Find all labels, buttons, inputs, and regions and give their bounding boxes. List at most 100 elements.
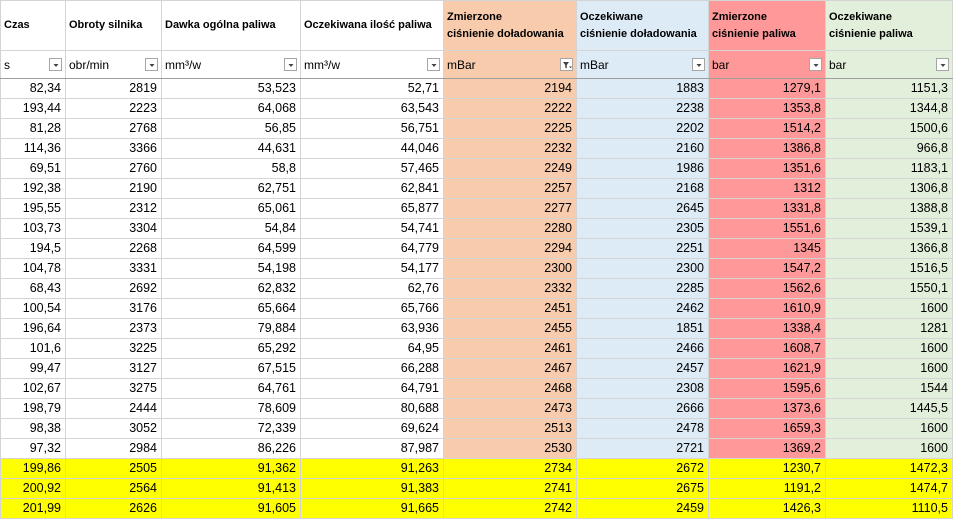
cell: 3052	[65, 418, 162, 439]
data-row: 101,6 3225 65,292 64,95 2461 2466 1608,7 1600	[0, 338, 953, 359]
cell: 69,624	[300, 418, 444, 439]
data-row: 97,32 2984 86,226 87,987 2530 2721 1369,2 1600	[0, 438, 953, 459]
cell: 1883	[576, 78, 709, 99]
cell: 104,78	[0, 258, 66, 279]
column-unit: obr/min	[65, 50, 162, 79]
cell: 2249	[443, 158, 577, 179]
cell: 54,177	[300, 258, 444, 279]
cell: 2721	[576, 438, 709, 459]
cell: 69,51	[0, 158, 66, 179]
cell: 2232	[443, 138, 577, 159]
cell: 1344,8	[825, 98, 953, 119]
cell: 102,67	[0, 378, 66, 399]
cell: 2461	[443, 338, 577, 359]
cell: 1516,5	[825, 258, 953, 279]
cell: 80,688	[300, 398, 444, 419]
cell: 78,609	[161, 398, 301, 419]
cell: 2190	[65, 178, 162, 199]
cell: 2760	[65, 158, 162, 179]
cell: 87,987	[300, 438, 444, 459]
data-row: 200,92 2564 91,413 91,383 2741 2675 1191,2 1474…	[0, 478, 953, 499]
cell: 91,383	[300, 478, 444, 499]
data-row: 199,86 2505 91,362 91,263 2734 2672 1230,7 1472…	[0, 458, 953, 479]
cell: 2675	[576, 478, 709, 499]
data-row: 82,34 2819 53,523 52,71 2194 1883 1279,1 1151,3	[0, 78, 953, 99]
cell: 2312	[65, 198, 162, 219]
cell: 1547,2	[708, 258, 826, 279]
cell: 193,44	[0, 98, 66, 119]
cell: 1351,6	[708, 158, 826, 179]
cell: 2305	[576, 218, 709, 239]
cell: 1610,9	[708, 298, 826, 319]
cell: 1472,3	[825, 458, 953, 479]
unit-label: mm³/w	[304, 57, 340, 72]
cell: 2194	[443, 78, 577, 99]
cell: 62,76	[300, 278, 444, 299]
cell: 2466	[576, 338, 709, 359]
cell: 2225	[443, 118, 577, 139]
cell: 1600	[825, 298, 953, 319]
column-unit: mBar	[576, 50, 709, 79]
cell: 91,362	[161, 458, 301, 479]
cell: 1388,8	[825, 198, 953, 219]
cell: 1369,2	[708, 438, 826, 459]
data-row: 103,73 3304 54,84 54,741 2280 2305 1551,6 1539,…	[0, 218, 953, 239]
cell: 1445,5	[825, 398, 953, 419]
cell: 194,5	[0, 238, 66, 259]
dropdown-arrow	[288, 64, 294, 67]
data-row: 98,38 3052 72,339 69,624 2513 2478 1659,3 1600	[0, 418, 953, 439]
unit-label: bar	[829, 57, 847, 72]
cell: 64,95	[300, 338, 444, 359]
cell: 114,36	[0, 138, 66, 159]
filter-button[interactable]	[145, 58, 158, 71]
cell: 1331,8	[708, 198, 826, 219]
cell: 79,884	[161, 318, 301, 339]
dropdown-arrow	[431, 64, 437, 67]
cell: 64,068	[161, 98, 301, 119]
cell: 91,605	[161, 498, 301, 519]
cell: 3176	[65, 298, 162, 319]
cell: 67,515	[161, 358, 301, 379]
cell: 68,43	[0, 278, 66, 299]
cell: 3331	[65, 258, 162, 279]
cell: 1595,6	[708, 378, 826, 399]
cell: 2742	[443, 498, 577, 519]
cell: 2308	[576, 378, 709, 399]
cell: 2455	[443, 318, 577, 339]
cell: 64,761	[161, 378, 301, 399]
cell: 2505	[65, 458, 162, 479]
cell: 2251	[576, 238, 709, 259]
filter-button[interactable]	[560, 58, 573, 71]
cell: 62,841	[300, 178, 444, 199]
cell: 1366,8	[825, 238, 953, 259]
filter-button[interactable]	[49, 58, 62, 71]
column-header: Zmierzone ciśnienie paliwa	[708, 0, 826, 51]
cell: 1600	[825, 338, 953, 359]
column-unit: mm³/w	[300, 50, 444, 79]
unit-label: mBar	[580, 57, 609, 72]
cell: 2478	[576, 418, 709, 439]
filter-button[interactable]	[809, 58, 822, 71]
column-header: Dawka ogólna paliwa	[161, 0, 301, 51]
cell: 56,751	[300, 118, 444, 139]
cell: 54,84	[161, 218, 301, 239]
cell: 1345	[708, 238, 826, 259]
filter-button[interactable]	[936, 58, 949, 71]
filter-button[interactable]	[284, 58, 297, 71]
filter-button[interactable]	[692, 58, 705, 71]
cell: 3366	[65, 138, 162, 159]
filter-button[interactable]	[427, 58, 440, 71]
cell: 1338,4	[708, 318, 826, 339]
cell: 2285	[576, 278, 709, 299]
cell: 2467	[443, 358, 577, 379]
unit-label: obr/min	[69, 57, 110, 72]
cell: 2300	[576, 258, 709, 279]
cell: 2672	[576, 458, 709, 479]
cell: 195,55	[0, 198, 66, 219]
cell: 196,64	[0, 318, 66, 339]
cell: 2300	[443, 258, 577, 279]
cell: 2373	[65, 318, 162, 339]
cell: 57,465	[300, 158, 444, 179]
cell: 1306,8	[825, 178, 953, 199]
